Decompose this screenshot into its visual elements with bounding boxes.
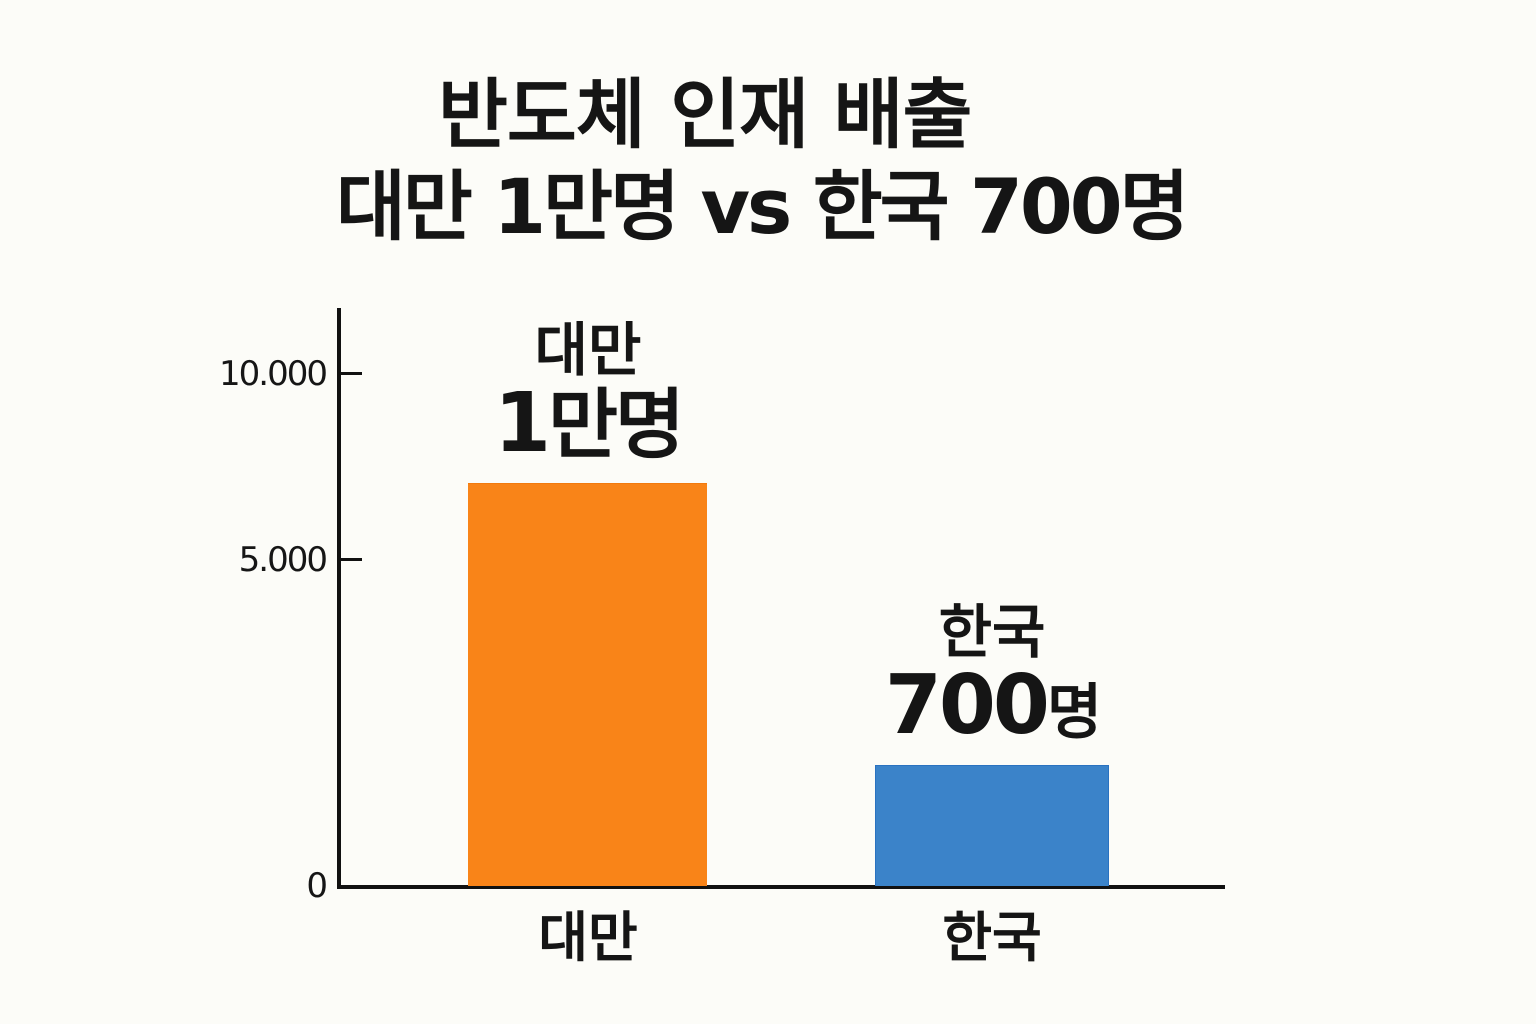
- bar-korea: [875, 765, 1109, 886]
- y-tick-label-5000: 5.000: [238, 540, 328, 580]
- y-tick-label-0: 0: [306, 866, 328, 906]
- bar-label-amount: 1만명: [468, 382, 708, 467]
- chart-subtitle: 대만 1만명 vs 한국 700명: [336, 162, 1190, 251]
- bar-label-amount-unit: 만명: [548, 380, 685, 469]
- y-tick-5000: [340, 558, 362, 561]
- bar-label-country: 한국: [938, 598, 1046, 666]
- x-category-label-taiwan: 대만: [538, 906, 638, 969]
- y-axis-line: [337, 308, 341, 889]
- bar-value-label-taiwan: 대만 1만명: [468, 318, 708, 467]
- bar-label-amount-unit: 명: [1046, 678, 1102, 748]
- x-axis-line: [337, 885, 1225, 889]
- y-tick-label-10000: 10.000: [219, 354, 328, 394]
- y-tick-10000: [340, 372, 362, 375]
- bar-label-country: 대만: [534, 316, 642, 384]
- bar-value-label-korea: 한국 700명: [855, 600, 1129, 755]
- bar-label-amount-number: 1: [494, 376, 551, 471]
- bar-taiwan: [468, 483, 707, 886]
- bar-label-amount-number: 700: [884, 658, 1050, 753]
- bar-label-amount: 700명: [855, 664, 1129, 755]
- x-category-label-korea: 한국: [942, 906, 1042, 969]
- chart-title: 반도체 인재 배출: [438, 70, 972, 159]
